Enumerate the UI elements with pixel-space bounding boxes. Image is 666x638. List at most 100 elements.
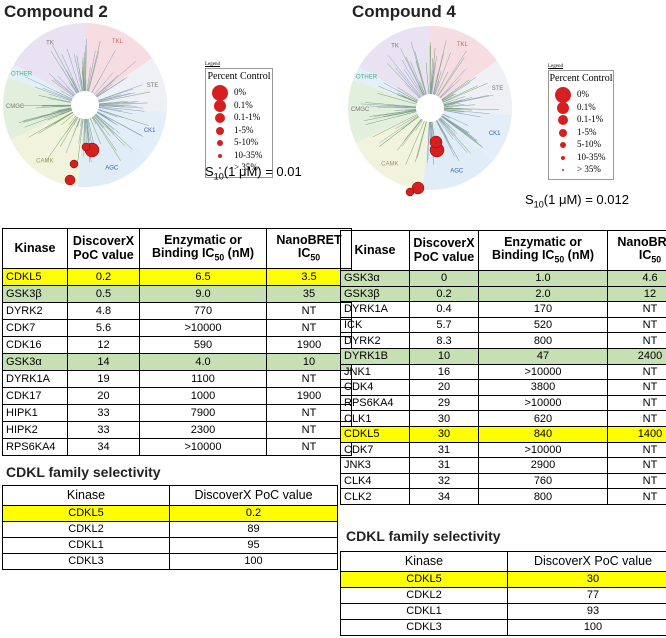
table-cell: GSK3β bbox=[2, 285, 68, 303]
legend-caption: Legend bbox=[548, 64, 563, 69]
table-cell: 4.0 bbox=[139, 353, 267, 371]
tree-branch bbox=[95, 114, 133, 150]
table-cell: 16 bbox=[409, 363, 479, 381]
tree-branch bbox=[441, 115, 479, 143]
table-row: CDK17 20 1000 1900 bbox=[2, 387, 352, 405]
tree-branch bbox=[418, 85, 424, 96]
table-cell: 20 bbox=[409, 379, 479, 396]
legend-dot bbox=[561, 155, 565, 160]
table-cell: GSK3α bbox=[2, 353, 68, 371]
tree-branch bbox=[438, 119, 454, 140]
table-cell: >10000 bbox=[139, 438, 267, 456]
table-cell: CDKL2 bbox=[2, 521, 170, 538]
tree-branch bbox=[442, 82, 488, 103]
tree-branch bbox=[426, 121, 430, 164]
tree-branch bbox=[396, 94, 418, 103]
tree-branch bbox=[68, 81, 78, 94]
legend-label: > 35% bbox=[577, 164, 601, 174]
tree-branch bbox=[98, 84, 143, 101]
table-cell: HIPK1 bbox=[2, 404, 68, 422]
header-row: Kinase DiscoverX PoC value Enzymatic or Bi… bbox=[340, 230, 666, 271]
tree-branch bbox=[387, 63, 421, 99]
tree-branch bbox=[24, 109, 72, 128]
data-table: Kinase DiscoverX PoC value Enzymatic or Bi… bbox=[340, 230, 666, 505]
tree-branch bbox=[401, 95, 418, 103]
table-cell: 2.0 bbox=[478, 285, 608, 303]
tree-branch bbox=[81, 78, 84, 92]
table-cell: CDKL5 bbox=[340, 571, 508, 588]
legend: Legend Percent Control 0% 0.1% 0.1-1% 1-5% 5-1… bbox=[205, 62, 273, 178]
table-cell: 1.0 bbox=[478, 270, 608, 287]
legend-label: 0% bbox=[234, 87, 246, 97]
table-cell: 100 bbox=[169, 553, 338, 570]
tree-branch bbox=[98, 94, 122, 102]
table-cell: CDKL2 bbox=[340, 587, 508, 604]
legend-caption: Legend bbox=[205, 62, 220, 67]
tree-branch bbox=[415, 119, 423, 131]
legend-dot bbox=[562, 169, 564, 171]
tree-branch bbox=[439, 78, 462, 99]
header-after: (nM) bbox=[224, 246, 255, 261]
tree-branch bbox=[91, 117, 97, 125]
table-cell: >10000 bbox=[478, 363, 608, 381]
legend-label: 0.1-1% bbox=[577, 114, 604, 124]
family-title: CDKL family selectivity bbox=[6, 464, 161, 480]
tree-branch bbox=[443, 94, 490, 106]
tree-branch bbox=[53, 78, 75, 97]
tree-branch bbox=[443, 100, 463, 106]
tree-branch bbox=[83, 52, 86, 92]
table-cell: 8.3 bbox=[409, 332, 479, 349]
tree-branch bbox=[433, 71, 442, 95]
tree-group-label: TKL bbox=[457, 42, 469, 48]
tree-branch bbox=[442, 114, 450, 119]
table-row: DYRK1B 10 47 2400 bbox=[340, 347, 666, 365]
tree-branch bbox=[443, 100, 452, 104]
tree-branch bbox=[397, 87, 419, 101]
tree-branch bbox=[441, 77, 476, 101]
legend-item: 0% bbox=[206, 85, 272, 101]
tree-branch bbox=[443, 97, 472, 105]
header-cell: Kinase bbox=[340, 551, 508, 572]
tree-group-label: CK1 bbox=[489, 131, 501, 137]
tree-branch bbox=[377, 93, 417, 105]
table-row: CDKL5 30 840 1400 bbox=[340, 425, 666, 443]
table-cell: 30 bbox=[409, 410, 479, 427]
tree-branch bbox=[97, 111, 144, 138]
table-row: JNK3 31 2900 NT bbox=[340, 457, 666, 474]
tree-group-label: CMGC bbox=[6, 104, 25, 110]
table-cell: 3.5 bbox=[266, 268, 352, 286]
table-row: CDKL1 93 bbox=[340, 603, 666, 620]
table-cell: CDK16 bbox=[2, 336, 68, 354]
tree-branch bbox=[400, 48, 425, 96]
tree-branch bbox=[95, 83, 113, 97]
legend-dot bbox=[558, 115, 568, 125]
tree-branch bbox=[394, 108, 417, 111]
tree-branch bbox=[439, 68, 467, 98]
tree-branch bbox=[93, 115, 105, 128]
tree-branch bbox=[92, 116, 121, 161]
tree-branch bbox=[442, 97, 452, 103]
tree-branch bbox=[403, 68, 423, 97]
tree-branch bbox=[98, 107, 133, 114]
tree-branch bbox=[441, 79, 470, 101]
tree-group-label: STE bbox=[492, 86, 504, 92]
header-sub: 50 bbox=[310, 252, 321, 263]
data-table: Kinase DiscoverX PoC value Enzymatic or Bi… bbox=[2, 228, 352, 456]
panel-title: Compound 4 bbox=[352, 2, 456, 21]
tree-branch bbox=[45, 116, 78, 162]
table-cell: NT bbox=[266, 438, 352, 456]
table-cell: NT bbox=[607, 379, 666, 396]
tree-branch bbox=[397, 92, 418, 103]
tree-branch bbox=[364, 102, 417, 108]
table-cell: GSK3α bbox=[340, 270, 410, 287]
table-cell: 9.0 bbox=[139, 285, 267, 303]
tree-branch bbox=[87, 118, 95, 145]
table-cell: RPS6KA4 bbox=[2, 438, 68, 456]
table-cell: DYRK1B bbox=[340, 347, 410, 365]
hit-dot bbox=[429, 135, 443, 149]
table-row: GSK3β 0.2 2.0 12 bbox=[340, 285, 666, 303]
table-row: CLK2 34 800 NT bbox=[340, 488, 666, 505]
tree-sector bbox=[85, 57, 167, 113]
legend-item: 0% bbox=[549, 87, 613, 103]
